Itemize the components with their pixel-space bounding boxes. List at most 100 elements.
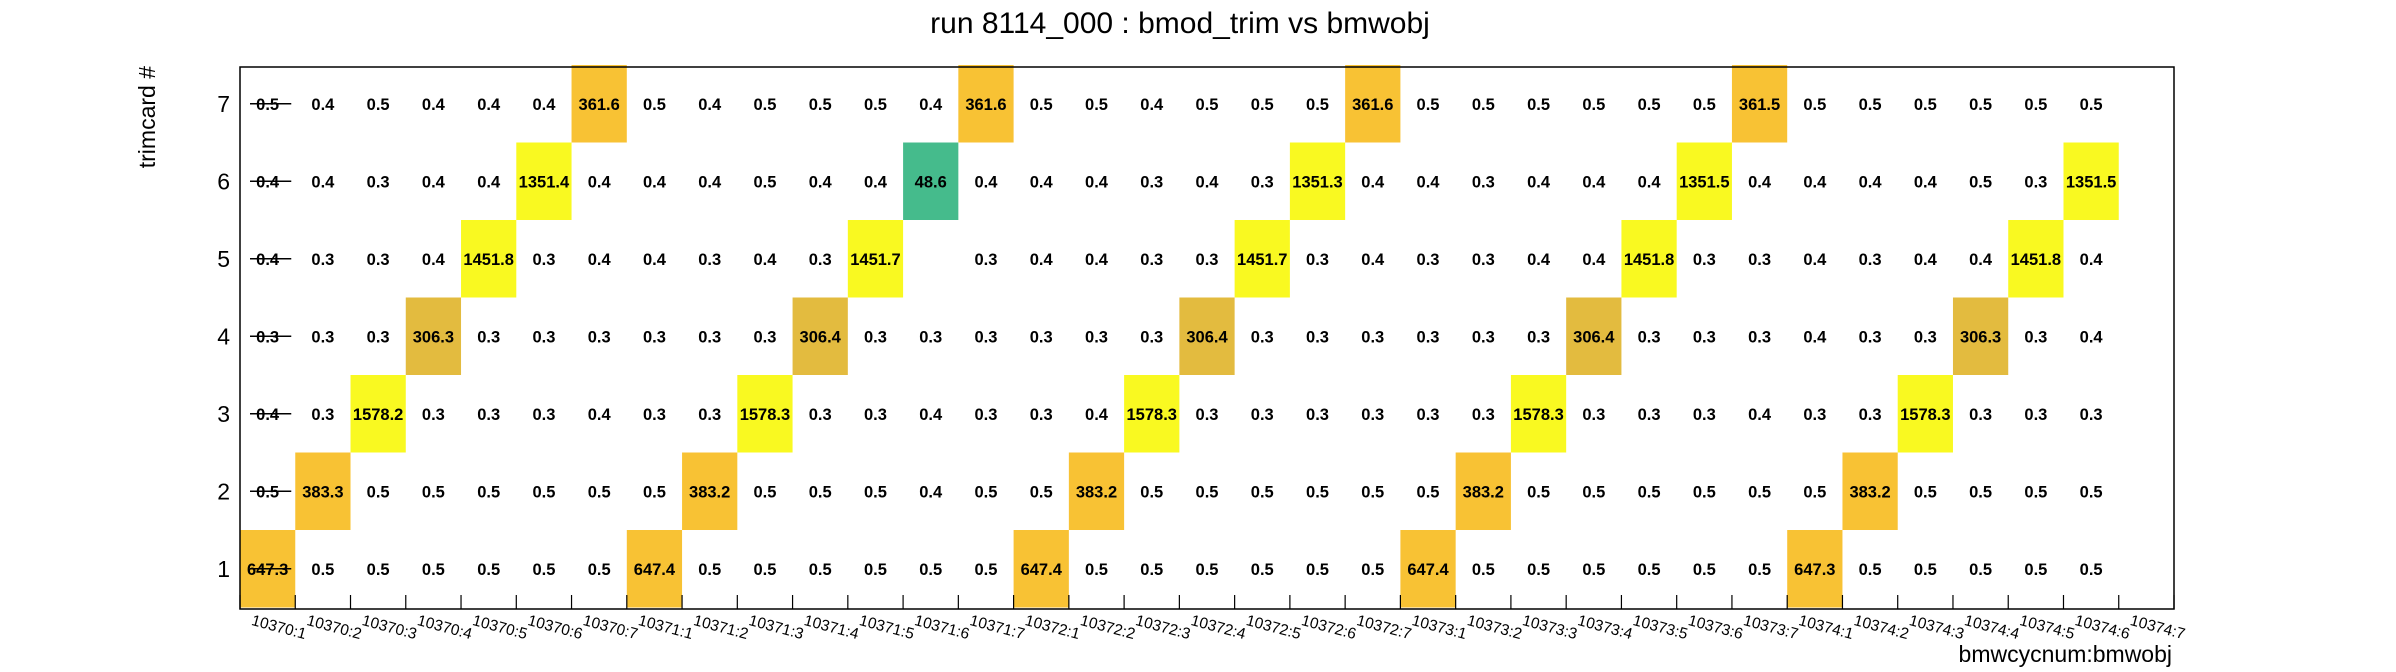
cell-value-label: 0.4: [698, 96, 722, 114]
cell-value-label: 0.5: [753, 483, 776, 501]
cell-value-label: 0.3: [1472, 406, 1495, 424]
x-tick-label: 10372:4: [1189, 612, 1248, 643]
cell-value-label: 0.5: [532, 561, 555, 579]
cell-value-label: 0.3: [367, 328, 390, 346]
cell-value-label: 647.3: [247, 561, 288, 579]
cell-value-label: 0.4: [1803, 173, 1827, 191]
cell-value-label: 0.3: [1859, 328, 1882, 346]
cell-value-label: 0.5: [1693, 483, 1716, 501]
cell-value-label: 0.5: [698, 561, 721, 579]
cell-value-label: 0.5: [367, 483, 390, 501]
cell-value-label: 0.4: [1196, 173, 1220, 191]
x-tick-label: 10372:3: [1134, 612, 1193, 643]
cell-value-label: 0.5: [1638, 483, 1661, 501]
cell-value-label: 0.3: [2024, 173, 2047, 191]
heatmap-cell: [1731, 65, 1788, 143]
x-tick-label: 10372:5: [1244, 612, 1303, 643]
cell-value-label: 0.5: [1085, 96, 1108, 114]
cell-value-label: 383.2: [1849, 483, 1890, 501]
cell-value-label: 0.3: [1472, 251, 1495, 269]
cell-value-label: 0.4: [477, 173, 501, 191]
x-tick-label: 10374:3: [1907, 612, 1966, 643]
x-tick-label: 10374:4: [1963, 612, 2022, 643]
cell-value-label: 0.4: [1638, 173, 1662, 191]
heatmap-cell: [903, 142, 959, 220]
cell-value-label: 0.3: [643, 328, 666, 346]
cell-value-label: 0.5: [1306, 561, 1329, 579]
cell-value-label: 0.3: [1306, 328, 1329, 346]
cell-value-label: 0.4: [1085, 173, 1109, 191]
cell-value-label: 0.3: [1693, 406, 1716, 424]
cell-value-label: 0.4: [2080, 328, 2104, 346]
cell-value-label: 0.4: [809, 173, 833, 191]
cell-value-label: 0.4: [698, 173, 722, 191]
heatmap-cell: [1676, 142, 1732, 220]
heatmap-cell: [847, 220, 904, 298]
cell-value-label: 0.5: [2024, 483, 2047, 501]
cell-value-label: 0.4: [643, 251, 667, 269]
cell-value-label: 0.5: [1693, 561, 1716, 579]
heatmap-cell: [516, 142, 572, 220]
y-tick-label: 5: [217, 246, 230, 272]
cell-value-label: 0.3: [477, 328, 500, 346]
cell-value-label: 0.5: [1306, 96, 1329, 114]
cell-value-label: 0.5: [2080, 96, 2103, 114]
cell-value-label: 1578.2: [353, 406, 403, 424]
heatmap-cell: [1179, 297, 1235, 375]
cell-value-label: 0.5: [2080, 483, 2103, 501]
cell-value-label: 0.5: [588, 483, 611, 501]
cell-value-label: 0.3: [256, 328, 279, 346]
cell-value-label: 0.5: [1085, 561, 1108, 579]
cell-value-label: 647.4: [1407, 561, 1449, 579]
heatmap-cell: [1124, 375, 1180, 453]
cell-value-label: 0.3: [1196, 251, 1219, 269]
x-tick-label: 10374:5: [2018, 612, 2077, 643]
cell-value-label: 0.5: [1748, 561, 1771, 579]
cell-value-label: 0.5: [809, 483, 832, 501]
x-tick-label: 10372:7: [1355, 612, 1414, 643]
x-tick-label: 10370:1: [250, 612, 309, 643]
x-tick-label: 10372:1: [1023, 612, 1082, 643]
cell-value-label: 0.5: [864, 483, 887, 501]
y-tick-label: 7: [217, 91, 230, 117]
cell-value-label: 1451.7: [1237, 251, 1287, 269]
cell-value-label: 0.3: [1140, 251, 1163, 269]
plot-frame: [239, 66, 2175, 610]
x-tick-label: 10371:2: [692, 612, 751, 643]
cell-value-label: 0.4: [422, 173, 446, 191]
cell-value-label: 0.3: [1417, 251, 1440, 269]
cell-value-label: 306.4: [800, 328, 842, 346]
cell-value-label: 0.5: [1803, 483, 1826, 501]
cell-value-label: 0.4: [1803, 251, 1827, 269]
cell-value-label: 0.5: [809, 561, 832, 579]
cell-value-label: 0.4: [919, 96, 943, 114]
cell-value-label: 0.5: [919, 561, 942, 579]
cell-value-label: 361.6: [965, 96, 1006, 114]
cell-value-label: 0.5: [1914, 483, 1937, 501]
cell-value-label: 0.4: [588, 173, 612, 191]
cell-value-label: 0.5: [311, 561, 334, 579]
cell-value-label: 0.4: [477, 96, 501, 114]
cell-value-label: 0.5: [1638, 561, 1661, 579]
cell-value-label: 0.5: [1196, 561, 1219, 579]
y-tick-label: 2: [217, 478, 230, 504]
cell-value-label: 647.4: [1021, 561, 1063, 579]
x-tick-label: 10373:4: [1576, 612, 1635, 643]
cell-value-label: 0.3: [367, 251, 390, 269]
cell-value-label: 1578.3: [1513, 406, 1563, 424]
cell-value-label: 0.5: [1803, 96, 1826, 114]
cell-value-label: 0.3: [1140, 328, 1163, 346]
cell-value-label: 0.3: [1748, 251, 1771, 269]
cell-value-label: 0.3: [809, 406, 832, 424]
cell-value-label: 0.3: [864, 406, 887, 424]
cell-value-label: 0.3: [367, 173, 390, 191]
heatmap-cell: [1289, 142, 1346, 220]
cell-value-label: 0.5: [1527, 561, 1550, 579]
x-tick-label: 10373:7: [1741, 612, 1800, 643]
cell-value-label: 0.4: [1803, 328, 1827, 346]
cell-value-label: 0.5: [975, 561, 998, 579]
cell-value-label: 0.4: [1748, 406, 1772, 424]
cell-value-label: 0.3: [1251, 173, 1274, 191]
cell-value-label: 0.4: [256, 173, 280, 191]
x-tick-label: 10373:1: [1410, 612, 1469, 643]
